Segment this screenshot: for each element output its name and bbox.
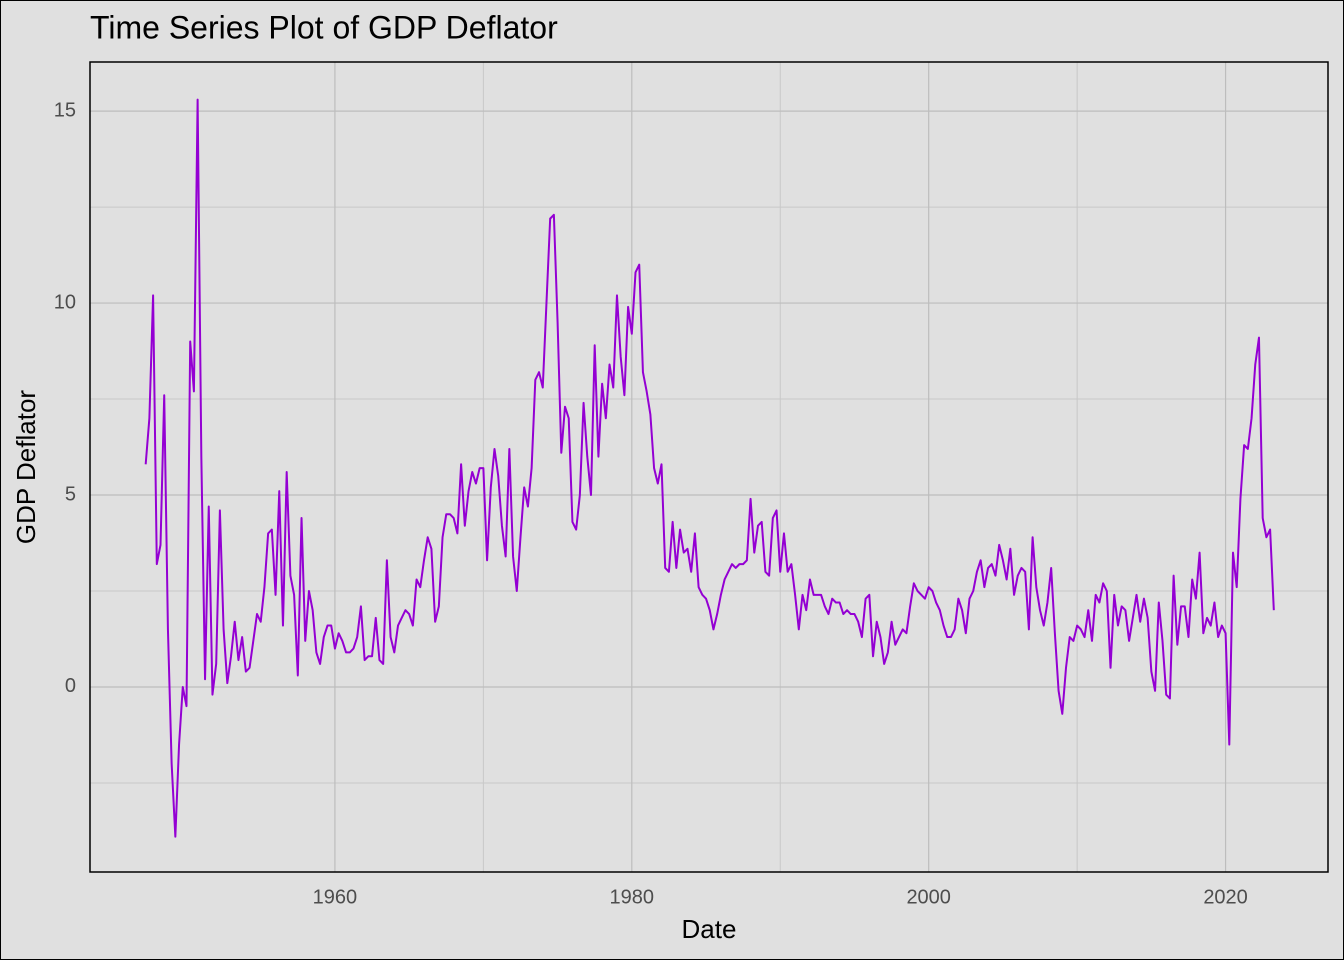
series-line — [144, 98, 1275, 838]
y-tick-label: 10 — [54, 291, 76, 313]
x-tick-label: 2000 — [906, 886, 951, 908]
y-tick-label: 0 — [65, 675, 76, 697]
y-tick-label: 15 — [54, 99, 76, 121]
x-tick-label: 1960 — [313, 886, 358, 908]
x-tick-label: 1980 — [610, 886, 655, 908]
y-axis-label: GDP Deflator — [11, 390, 41, 544]
x-axis-label: Date — [682, 914, 737, 944]
plot-area — [144, 98, 1275, 838]
panel-border — [89, 61, 1329, 873]
grid — [90, 62, 1328, 872]
y-tick-label: 5 — [65, 483, 76, 505]
x-tick-label: 2020 — [1203, 886, 1248, 908]
chart-title: Time Series Plot of GDP Deflator — [90, 9, 558, 45]
